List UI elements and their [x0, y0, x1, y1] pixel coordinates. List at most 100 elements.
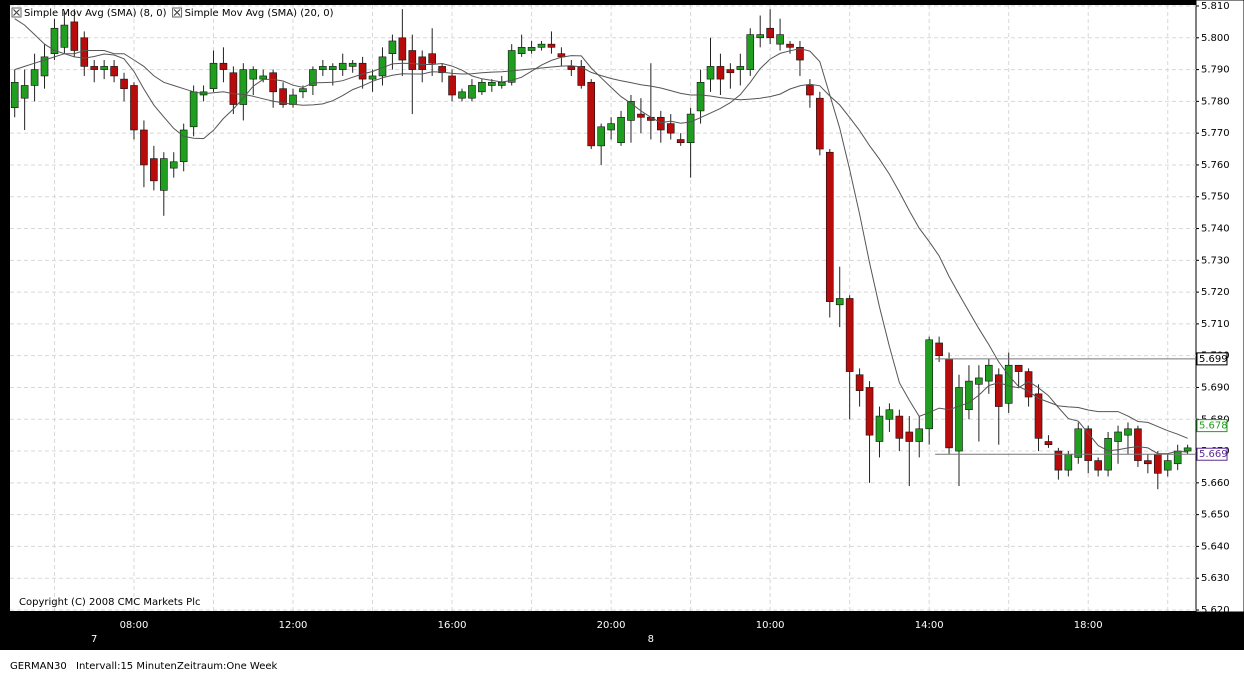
candle-body — [358, 62, 367, 80]
candle-body — [1064, 453, 1073, 471]
candle-body — [130, 85, 138, 131]
candle-body — [497, 81, 506, 86]
candle-body — [915, 428, 924, 442]
y-tick-label: 5.720 — [1201, 287, 1230, 298]
candle-body — [368, 75, 377, 80]
candle-body — [398, 37, 407, 61]
x-tick-label: 12:00 — [279, 620, 308, 631]
candle-body — [60, 24, 69, 48]
y-tick-label: 5.750 — [1201, 192, 1230, 203]
candle-body — [1084, 428, 1093, 461]
candle-body — [328, 66, 337, 70]
y-tick-label: 5.800 — [1201, 33, 1230, 44]
candle-body — [656, 116, 665, 131]
candle-body — [289, 94, 297, 105]
candle-body — [905, 431, 914, 442]
candle-body — [577, 66, 586, 86]
candle-body — [587, 81, 596, 147]
legend-label: Simple Mov Avg (SMA) (20, 0) — [185, 8, 334, 19]
candle-body — [140, 129, 148, 166]
candle-body — [627, 101, 635, 121]
candle-body — [855, 374, 864, 391]
candle-body — [279, 88, 287, 105]
y-tick-label: 5.630 — [1201, 573, 1230, 584]
candle-body — [617, 116, 625, 143]
candle-body — [448, 75, 456, 96]
candle-body — [945, 358, 953, 449]
candle-body — [120, 78, 128, 89]
candle-body — [796, 47, 804, 61]
candle-body — [110, 66, 118, 77]
y-tick-label: 5.780 — [1201, 96, 1230, 107]
x-tick-label: 08:00 — [120, 620, 149, 631]
candle-body — [706, 66, 715, 80]
y-tick-label: 5.740 — [1201, 224, 1230, 235]
candle-body — [597, 126, 605, 147]
footer-period: Zeitraum:One Week — [177, 661, 278, 672]
y-tick-label: 5.790 — [1201, 65, 1230, 76]
x-tick-label: 10:00 — [756, 620, 785, 631]
candle-body — [1034, 393, 1043, 439]
candle-body — [547, 43, 556, 48]
y-axis-area — [1195, 0, 1244, 613]
candle-body — [179, 129, 188, 163]
candle-body — [50, 27, 59, 54]
candle-body — [955, 387, 963, 452]
candle-body — [875, 415, 884, 442]
candle-body — [895, 415, 904, 439]
candle-body — [965, 380, 973, 411]
price-marker-label: 5.669 — [1199, 449, 1228, 460]
candle-body — [239, 69, 248, 105]
candle-body — [189, 91, 198, 128]
candle-body — [527, 47, 536, 51]
candle-body — [1044, 441, 1053, 445]
candle-body — [70, 21, 79, 51]
candle-body — [20, 85, 29, 99]
candle-body — [1144, 460, 1152, 465]
candle-body — [10, 81, 19, 109]
legend-icon-x — [13, 9, 20, 16]
candle-body — [160, 158, 168, 191]
candle-body — [1163, 460, 1172, 471]
price-marker — [1196, 419, 1228, 433]
candle-body — [100, 66, 108, 70]
x-tick-label: 20:00 — [597, 620, 626, 631]
candle-body — [219, 62, 228, 70]
candle-body — [269, 72, 277, 93]
y-tick-label: 5.640 — [1201, 541, 1230, 552]
candle-body — [845, 298, 854, 372]
day-label: 8 — [648, 634, 654, 645]
candle-body — [686, 113, 695, 143]
candle-body — [567, 66, 576, 70]
candle-body — [1024, 371, 1033, 398]
candle-body — [776, 34, 784, 45]
legend-icon-x — [173, 9, 181, 16]
price-marker-label: 5.678 — [1199, 421, 1228, 432]
candle-body — [249, 69, 258, 80]
candle-body — [1124, 428, 1132, 436]
candle-body — [766, 27, 774, 39]
candle-body — [418, 56, 427, 70]
candle-body — [1074, 428, 1083, 458]
candle-body — [90, 66, 99, 70]
y-tick-label: 5.710 — [1201, 319, 1230, 330]
candle-body — [985, 364, 993, 382]
footer-area — [0, 650, 1244, 675]
candle-body — [229, 72, 238, 105]
candle-body — [746, 34, 755, 70]
candle-body — [1154, 453, 1162, 474]
candle-body — [299, 88, 307, 93]
grid — [10, 5, 1196, 611]
candle-body — [507, 50, 516, 83]
candle-body — [726, 69, 735, 74]
candle-body — [607, 123, 615, 131]
candle-body — [438, 66, 446, 74]
candle-body — [865, 387, 874, 436]
candle-body — [756, 34, 765, 39]
candle-body — [885, 409, 894, 420]
candle-body — [209, 62, 218, 89]
sma-line — [14, 50, 1188, 439]
candle-body — [637, 113, 645, 118]
candle-body — [30, 69, 39, 86]
